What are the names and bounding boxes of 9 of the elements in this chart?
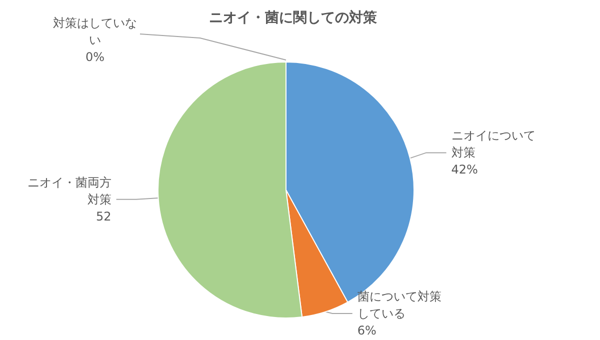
slice-label: 菌について対策している: [357, 290, 442, 320]
chart-title: ニオイ・菌に関しての対策: [209, 9, 378, 26]
slice-label: ニオイについて対策: [451, 128, 536, 160]
data-label: 6%: [357, 324, 376, 338]
data-label: 52: [96, 209, 112, 224]
text: 0%: [85, 50, 105, 64]
data-label: 42%: [451, 162, 478, 177]
category-label: 対策はしていない: [53, 16, 137, 47]
slice-label: ニオイ・菌両方対策: [27, 175, 112, 206]
